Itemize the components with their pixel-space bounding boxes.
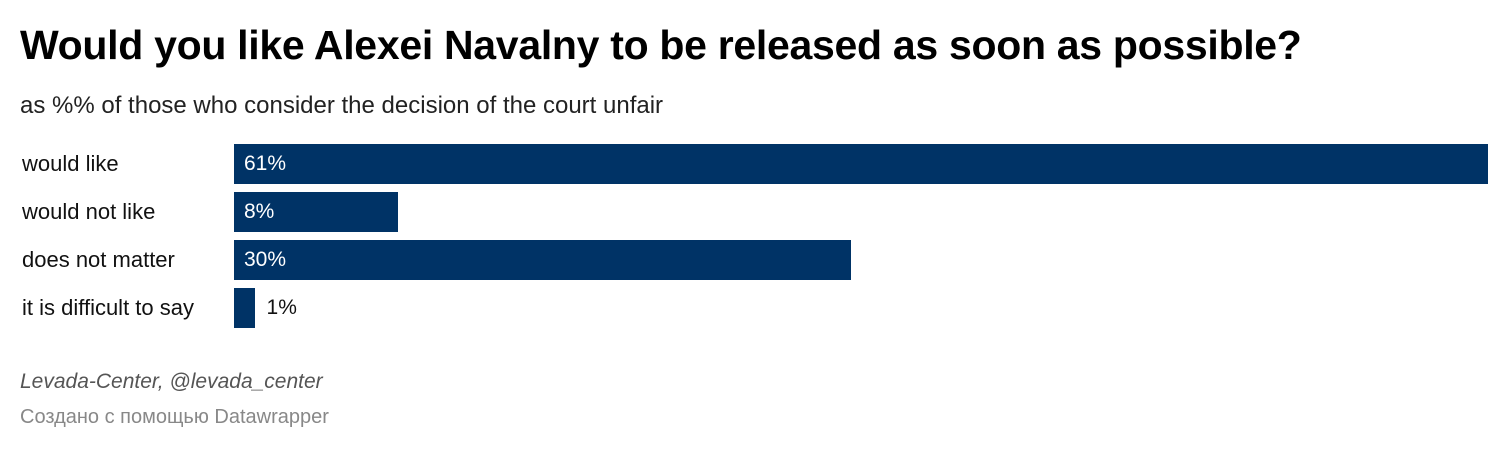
category-label: it is difficult to say (22, 295, 194, 320)
credit-link[interactable]: Создано с помощью Datawrapper (20, 406, 329, 428)
value-label: 61% (244, 152, 287, 175)
chart-subtitle: as %% of those who consider the decision… (20, 92, 664, 119)
category-label: does not matter (22, 247, 175, 272)
bar (234, 192, 399, 232)
bar (234, 288, 255, 328)
category-label: would like (22, 151, 119, 176)
bar (234, 144, 1488, 184)
category-label: would not like (22, 199, 156, 224)
chart-title: Would you like Alexei Navalny to be rele… (20, 22, 1302, 68)
bar (234, 240, 851, 280)
value-label: 1% (266, 296, 297, 319)
value-label: 30% (244, 248, 287, 271)
source-note: Levada-Center, @levada_center (20, 370, 323, 393)
value-label: 8% (244, 200, 275, 223)
